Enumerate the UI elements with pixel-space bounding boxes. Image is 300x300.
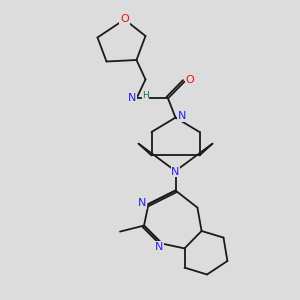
Text: N: N — [155, 242, 163, 252]
Text: N: N — [171, 167, 180, 177]
Text: O: O — [185, 75, 194, 85]
Text: O: O — [120, 14, 129, 25]
Text: H: H — [142, 92, 149, 100]
Text: N: N — [178, 111, 186, 121]
Text: N: N — [138, 198, 146, 208]
Text: N: N — [128, 93, 136, 103]
